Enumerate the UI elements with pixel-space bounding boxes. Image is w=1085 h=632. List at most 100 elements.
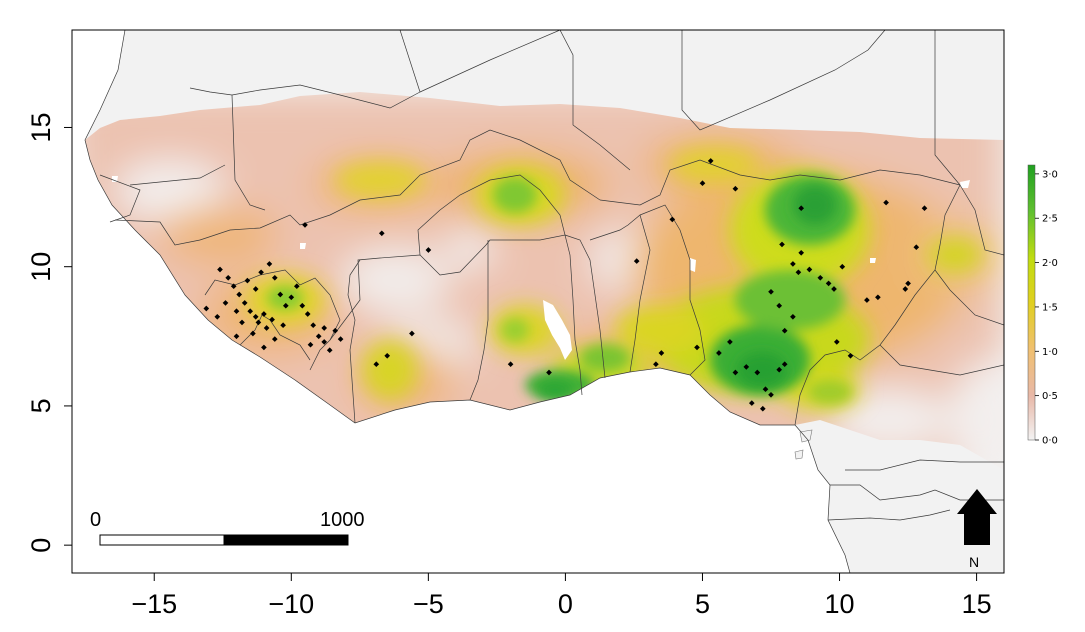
sample-point: [743, 364, 750, 370]
sample-point: [233, 308, 240, 315]
sample-point: [271, 274, 278, 281]
sample-point: [825, 280, 832, 287]
sample-point: [779, 241, 785, 248]
sample-point: [798, 249, 805, 256]
sample-point: [864, 297, 870, 303]
legend-tick-label: 1·5: [1042, 302, 1058, 313]
sample-point: [790, 261, 796, 267]
sample-point: [225, 274, 232, 281]
y-tick-label: 15: [26, 112, 56, 142]
sample-point: [239, 319, 245, 326]
sample-point: [762, 386, 769, 393]
sample-point: [707, 158, 714, 164]
sample-point: [378, 230, 385, 237]
sample-point: [384, 352, 391, 359]
sample-point: [748, 400, 755, 406]
sample-point: [546, 369, 552, 376]
sample-point: [716, 350, 722, 356]
sample-point: [833, 339, 840, 345]
sample-point: [847, 352, 854, 359]
sample-point: [252, 286, 259, 292]
sample-point: [230, 283, 237, 290]
legend: 3·0 2·5 2·0 1·5 1·0 0·5 0·0: [1027, 164, 1058, 447]
sample-point: [759, 405, 766, 412]
sample-point: [269, 316, 275, 323]
sample-point: [795, 269, 802, 276]
sample-point: [839, 263, 846, 270]
x-tick-label: 0: [558, 589, 573, 619]
y-tick-label: 5: [26, 398, 56, 413]
x-tick-label: 5: [695, 589, 710, 619]
sample-point: [222, 300, 229, 306]
sample-point: [233, 333, 240, 340]
sample-point: [247, 308, 254, 315]
x-tick-label: −5: [413, 589, 444, 619]
sample-point: [633, 258, 640, 264]
sample-point: [332, 327, 339, 334]
sample-point: [790, 313, 796, 320]
north-arrow-icon: [957, 489, 997, 545]
scale-bar: 0 1000: [90, 509, 365, 546]
sample-point: [236, 291, 243, 298]
island: [794, 449, 804, 460]
legend-tick-label: 0·0: [1042, 436, 1058, 447]
legend-tick-label: 0·5: [1042, 391, 1058, 402]
sample-point: [694, 344, 700, 351]
sample-point: [658, 350, 665, 356]
scale-bar-white-segment: [99, 534, 225, 546]
x-axis: −15 −10 −5 0 5 10 15: [131, 573, 992, 619]
sample-point: [280, 322, 286, 329]
sample-point: [754, 369, 761, 376]
sample-point: [252, 313, 259, 320]
sample-point: [302, 222, 308, 228]
plot-frame: [71, 29, 1005, 574]
y-axis: 0 5 10 15: [26, 112, 72, 553]
sample-point: [307, 341, 314, 348]
sample-point: [653, 361, 659, 368]
sample-point: [806, 266, 813, 273]
legend-ticks: 3·0 2·5 2·0 1·5 1·0 0·5 0·0: [1035, 169, 1058, 447]
sample-point: [299, 302, 306, 309]
sample-point: [781, 361, 788, 368]
legend-tick-label: 2·0: [1042, 258, 1058, 269]
sample-point: [282, 302, 289, 309]
ocean: [72, 30, 850, 573]
sample-point: [271, 336, 278, 342]
sample-point: [732, 185, 739, 192]
sample-point: [321, 325, 328, 331]
sample-point: [304, 311, 311, 317]
sample-point: [214, 313, 221, 320]
sample-point: [250, 330, 256, 337]
sample-point: [883, 199, 889, 206]
sample-point: [727, 339, 733, 345]
sample-point: [315, 333, 322, 340]
sample-point: [902, 286, 909, 292]
lake-misc: [112, 176, 118, 182]
legend-colorbar: [1027, 164, 1036, 441]
lake-kainji: [690, 258, 696, 272]
sample-point: [507, 361, 514, 368]
sample-point: [261, 311, 267, 317]
sample-point: [798, 205, 805, 212]
scale-bar-start-label: 0: [90, 509, 101, 531]
sample-point: [263, 325, 270, 331]
lake-volta: [543, 300, 572, 360]
sample-point: [921, 205, 928, 212]
sample-point: [905, 280, 911, 287]
lake-chad: [960, 180, 970, 188]
sample-points: [203, 158, 928, 412]
sample-point: [425, 247, 432, 253]
sample-point: [913, 244, 920, 251]
sample-point: [293, 283, 300, 290]
sample-point: [241, 300, 248, 306]
scale-bar-black-segment: [223, 534, 349, 546]
x-tick-label: −10: [268, 589, 314, 619]
sample-point: [244, 277, 251, 284]
legend-tick-label: 2·5: [1042, 214, 1058, 225]
sample-point: [373, 361, 380, 368]
sample-point: [203, 305, 210, 312]
sample-point: [776, 302, 783, 309]
sample-point: [266, 261, 273, 267]
north-arrow: N: [957, 489, 997, 570]
